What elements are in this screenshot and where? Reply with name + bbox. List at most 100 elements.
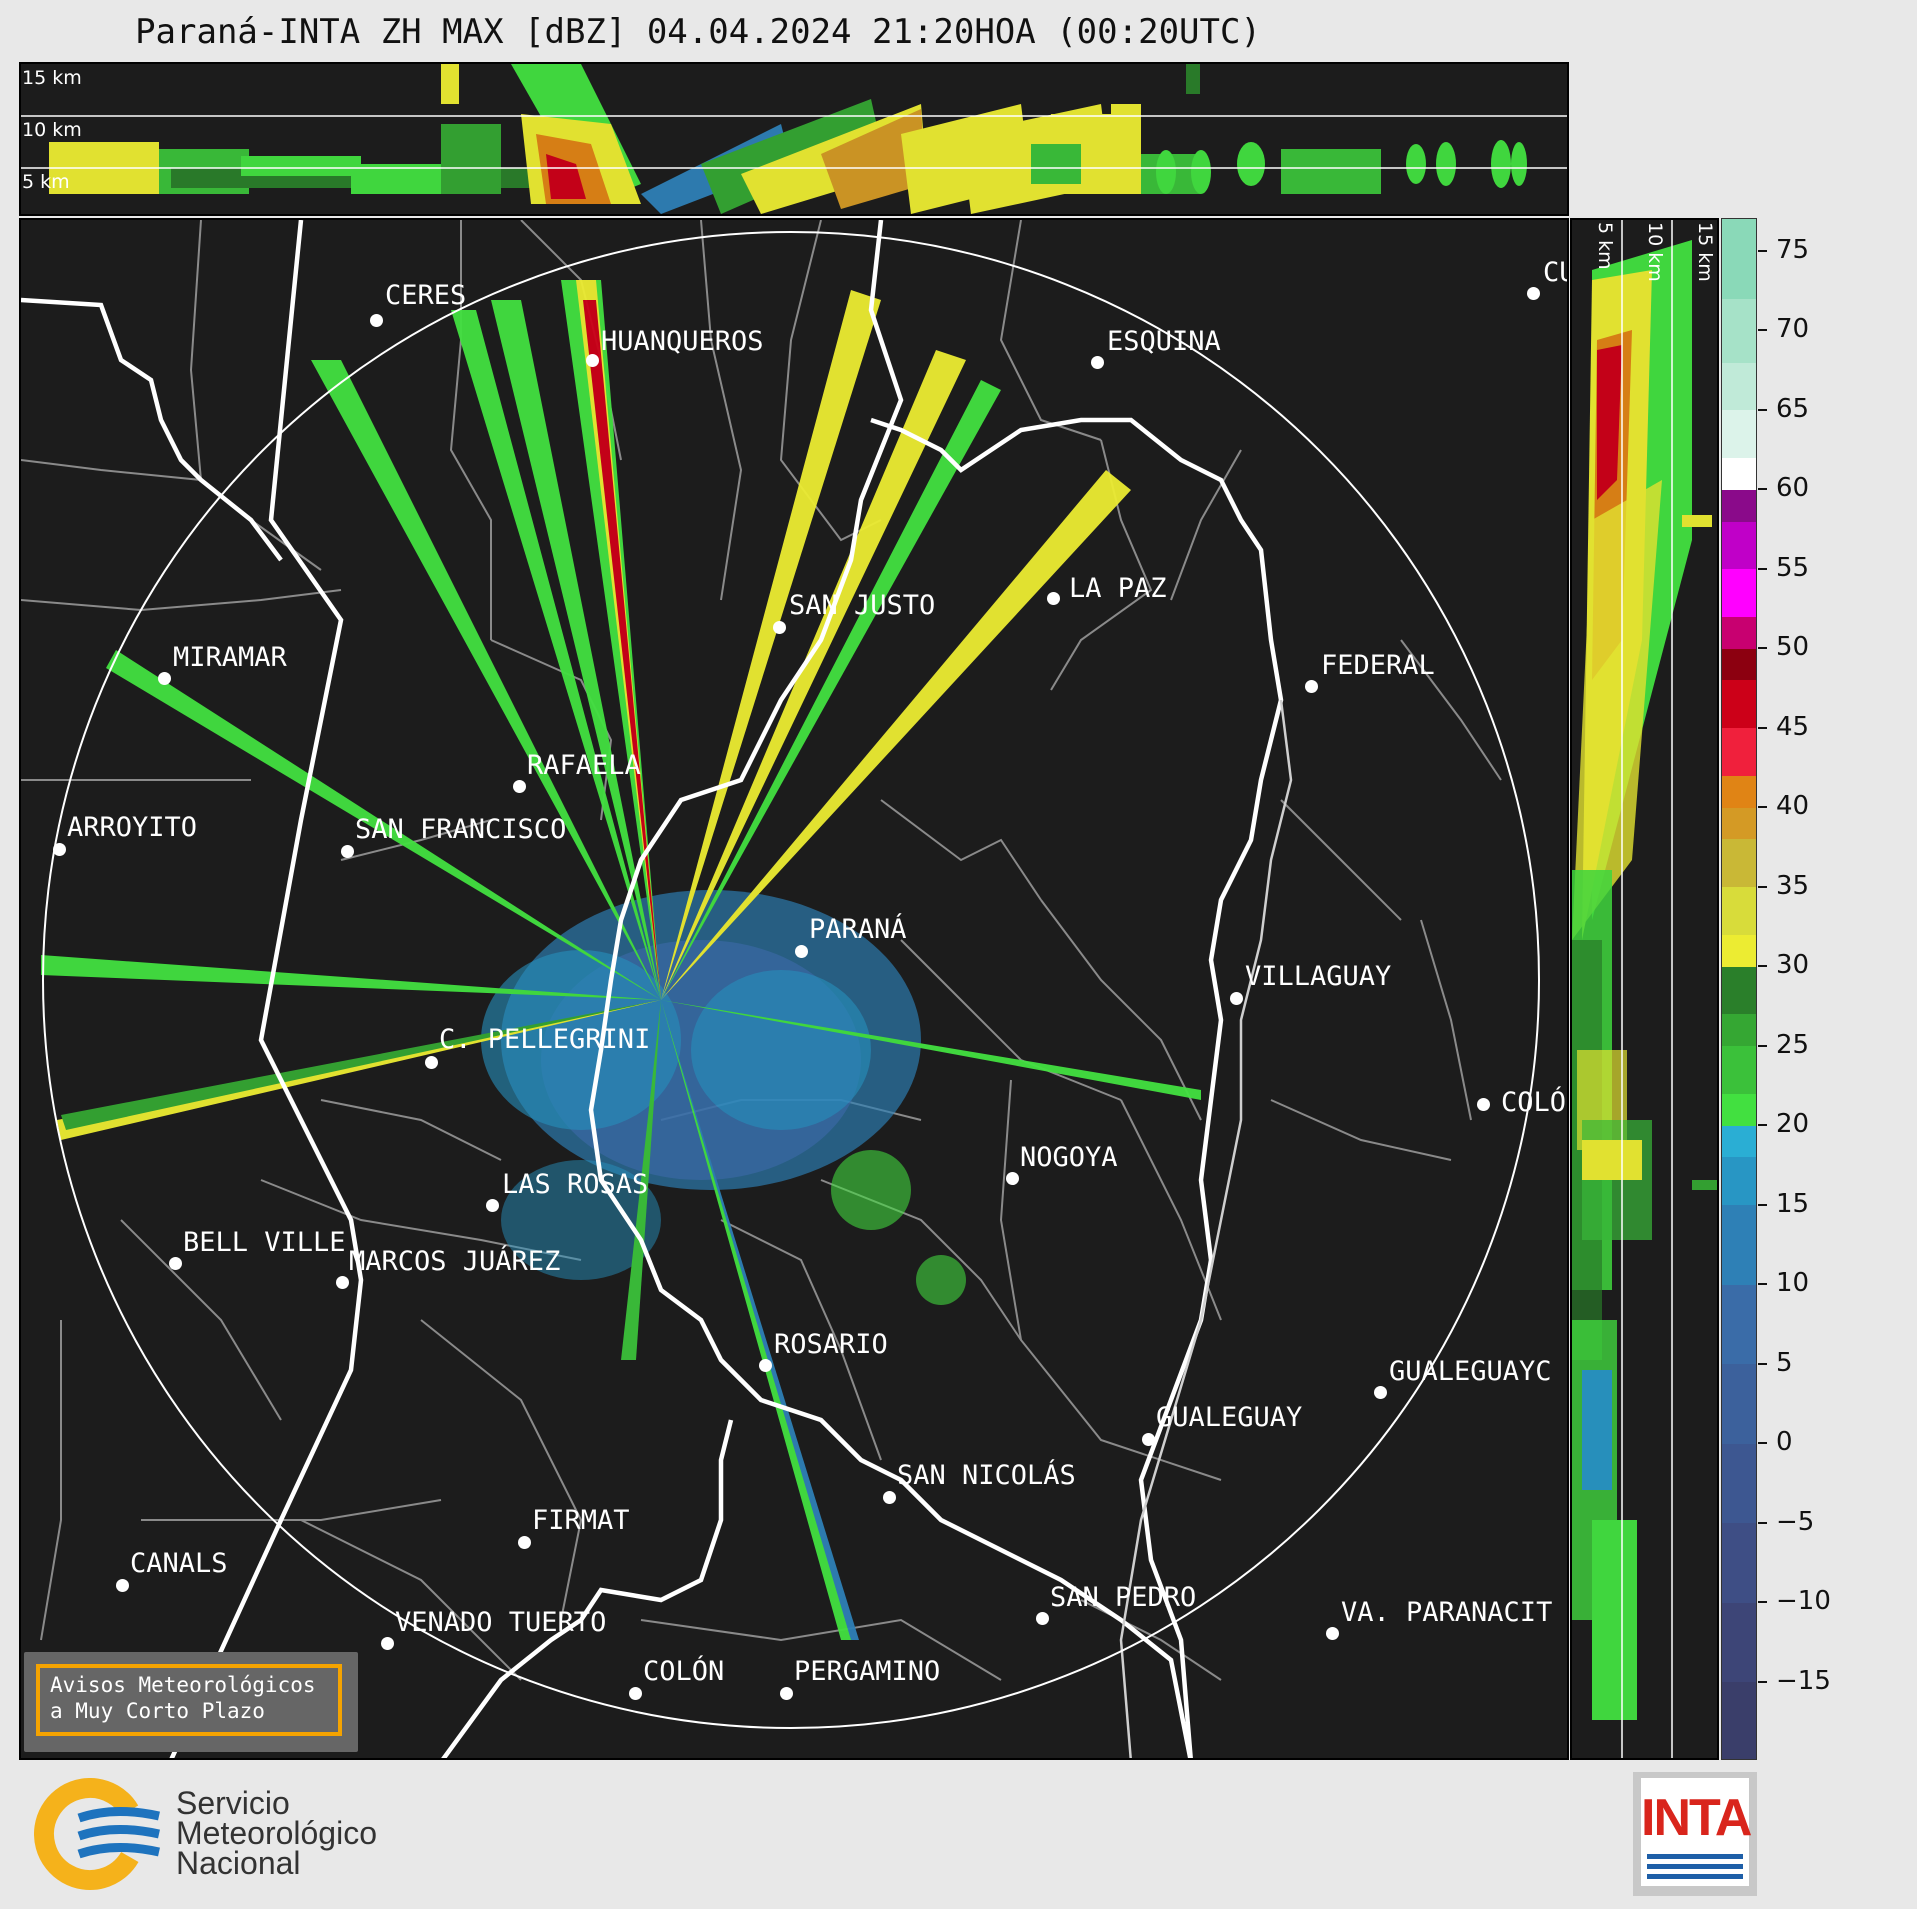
city-dot (1047, 592, 1060, 605)
city-label: NOGOYA (1020, 1142, 1118, 1173)
city-dot (1477, 1098, 1490, 1111)
city-dot (53, 843, 66, 856)
side-cross-section: 5 km 10 km 15 km (1570, 218, 1719, 1760)
city-label: VILLAGUAY (1245, 961, 1392, 992)
top-alt-label-5: 5 km (22, 171, 70, 193)
colorbar-segment (1722, 568, 1756, 617)
secondary-rivers (1119, 699, 1293, 1758)
city-label: C. PELLEGRINI (439, 1024, 651, 1055)
city-label: SAN PEDRO (1050, 1582, 1197, 1613)
map-layers (21, 220, 1540, 1758)
city-dot (795, 945, 808, 958)
city-dot (336, 1276, 349, 1289)
colorbar-tick-label: 20 (1758, 1109, 1809, 1139)
colorbar-segment (1722, 934, 1756, 967)
colorbar-segment (1722, 680, 1756, 729)
warning-line-1: Avisos Meteorológicos (50, 1673, 316, 1697)
city-label: VENADO TUERTO (395, 1607, 607, 1638)
colorbar-segment (1722, 775, 1756, 808)
colorbar-tick-label: 35 (1758, 871, 1809, 901)
city-label: LAS ROSAS (502, 1169, 649, 1200)
colorbar-segment (1722, 1363, 1756, 1444)
colorbar-segment (1722, 489, 1756, 522)
city-label: SAN FRANCISCO (355, 814, 567, 845)
city-dot (381, 1637, 394, 1650)
city-label: COLÓ (1501, 1087, 1567, 1118)
colorbar-tick-label: 75 (1758, 235, 1809, 265)
city-dot (425, 1056, 438, 1069)
province-boundaries (21, 220, 1284, 1758)
colorbar-tick-label: 55 (1758, 553, 1809, 583)
range-ring (42, 231, 1540, 1729)
city-dot (169, 1257, 182, 1270)
side-alt-label-10: 10 km (1644, 222, 1666, 282)
colorbar-segment (1722, 1125, 1756, 1158)
colorbar-tick-label: 0 (1758, 1427, 1793, 1457)
city-label: PERGAMINO (794, 1656, 941, 1687)
city-label: MARCOS JUÁREZ (349, 1246, 561, 1277)
colorbar-segment (1722, 409, 1756, 458)
inta-wordmark: INTA (1641, 1789, 1752, 1847)
colorbar-segment (1722, 1681, 1756, 1759)
city-label: CANALS (130, 1548, 228, 1579)
colorbar-segment (1722, 648, 1756, 681)
city-dot (341, 845, 354, 858)
city-dot (1374, 1386, 1387, 1399)
city-label: VA. PARANACIT (1341, 1597, 1553, 1628)
colorbar-tick-label: 65 (1758, 394, 1809, 424)
city-dot (1142, 1433, 1155, 1446)
colorbar-tick-label: −10 (1758, 1586, 1831, 1616)
city-label: HUANQUEROS (601, 326, 764, 357)
city-label: GUALEGUAYC (1389, 1356, 1552, 1387)
warning-box[interactable]: Avisos Meteorológicos a Muy Corto Plazo (36, 1664, 342, 1736)
city-dot (1091, 356, 1104, 369)
colorbar-segment (1722, 807, 1756, 840)
city-dot (370, 314, 383, 327)
colorbar-segment (1722, 1204, 1756, 1285)
city-dot (586, 354, 599, 367)
top-profile-echoes (21, 64, 1567, 214)
smn-line-1: Servicio (176, 1785, 290, 1821)
smn-wordmark: Servicio Meteorológico Nacional (176, 1785, 377, 1879)
side-profile-echoes (1572, 220, 1717, 1758)
city-label: FEDERAL (1321, 650, 1435, 681)
city-label: ESQUINA (1107, 326, 1221, 357)
city-label: BELL VILLE (183, 1227, 346, 1258)
colorbar-tick-label: 70 (1758, 314, 1809, 344)
side-alt-label-15: 15 km (1694, 222, 1716, 282)
inta-logo-icon: INTA (1633, 1772, 1757, 1896)
smn-line-2: Meteorológico (176, 1815, 377, 1851)
colorbar-segment (1722, 886, 1756, 935)
city-label: SAN JUSTO (789, 590, 936, 621)
colorbar-segment (1722, 362, 1756, 411)
warning-line-2: a Muy Corto Plazo (50, 1699, 265, 1723)
top-alt-label-15: 15 km (22, 67, 82, 89)
top-cross-section: 15 km 10 km 5 km (19, 62, 1569, 216)
radar-echoes (41, 280, 1201, 1640)
colorbar-tick-label: 45 (1758, 712, 1809, 742)
colorbar-segment (1722, 1284, 1756, 1365)
city-label: SAN NICOLÁS (897, 1460, 1076, 1491)
colorbar-tick-label: 15 (1758, 1189, 1809, 1219)
city-label: ARROYITO (67, 812, 198, 843)
city-dot (513, 780, 526, 793)
city-dot (518, 1536, 531, 1549)
colorbar-tick-label: 25 (1758, 1030, 1809, 1060)
colorbar-segment (1722, 457, 1756, 490)
colorbar-segment (1722, 966, 1756, 1015)
city-label: MIRAMAR (173, 642, 287, 673)
city-dot (1527, 287, 1540, 300)
city-dot (629, 1687, 642, 1700)
colorbar-tick-label: 10 (1758, 1268, 1809, 1298)
city-dot (780, 1687, 793, 1700)
city-dot (486, 1199, 499, 1212)
city-label: COLÓN (643, 1656, 725, 1687)
city-dot (1036, 1612, 1049, 1625)
city-label: RAFAELA (527, 750, 641, 781)
smn-logo-icon (34, 1778, 160, 1890)
top-alt-label-10: 10 km (22, 119, 82, 141)
colorbar-segment (1722, 1443, 1756, 1524)
short-term-warning-badge[interactable]: Avisos Meteorológicos a Muy Corto Plazo (24, 1652, 358, 1752)
colorbar-tick-label: 30 (1758, 950, 1809, 980)
city-dot (1006, 1172, 1019, 1185)
